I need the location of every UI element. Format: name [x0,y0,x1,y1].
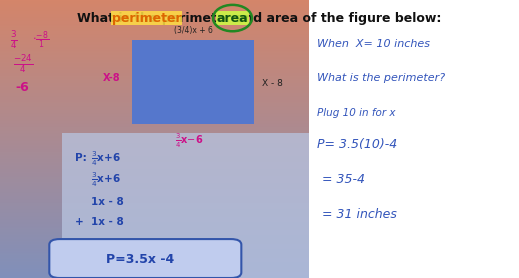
Text: +  1x - 8: + 1x - 8 [75,217,124,227]
Text: Plug 10 in for x: Plug 10 in for x [317,108,395,118]
Text: What is the perimeter and area of the figure below:: What is the perimeter and area of the fi… [77,12,442,24]
Text: X - 8: X - 8 [262,79,283,88]
Text: P:: P: [75,153,87,163]
Text: P=3.5x -4: P=3.5x -4 [106,254,174,266]
Text: $\cdot\frac{-8}{1}$: $\cdot\frac{-8}{1}$ [32,29,49,51]
Text: = 35-4: = 35-4 [322,173,365,186]
FancyBboxPatch shape [62,133,309,278]
Text: 1x - 8: 1x - 8 [91,197,124,207]
Text: When  X= 10 inches: When X= 10 inches [317,39,430,49]
Text: $\frac{3}{4}$x+6: $\frac{3}{4}$x+6 [91,170,121,188]
FancyBboxPatch shape [132,40,254,124]
Text: X-8: X-8 [103,73,120,83]
Text: What is the perimeter?: What is the perimeter? [317,73,445,83]
Text: $\frac{3}{4}$: $\frac{3}{4}$ [10,29,18,51]
Text: -6: -6 [16,81,29,94]
Text: $\frac{-24}{4}$: $\frac{-24}{4}$ [13,53,33,75]
Text: (3/4)x + 6: (3/4)x + 6 [174,26,212,35]
Text: = 31 inches: = 31 inches [322,208,397,220]
FancyBboxPatch shape [309,0,519,278]
Text: perimeter: perimeter [112,12,182,24]
Text: $\frac{3}{4}$x$-$6: $\frac{3}{4}$x$-$6 [175,132,203,150]
Text: $\frac{3}{4}$x+6: $\frac{3}{4}$x+6 [91,149,121,168]
Text: area: area [217,12,248,24]
FancyBboxPatch shape [49,239,241,278]
Text: P= 3.5(10)-4: P= 3.5(10)-4 [317,138,397,151]
